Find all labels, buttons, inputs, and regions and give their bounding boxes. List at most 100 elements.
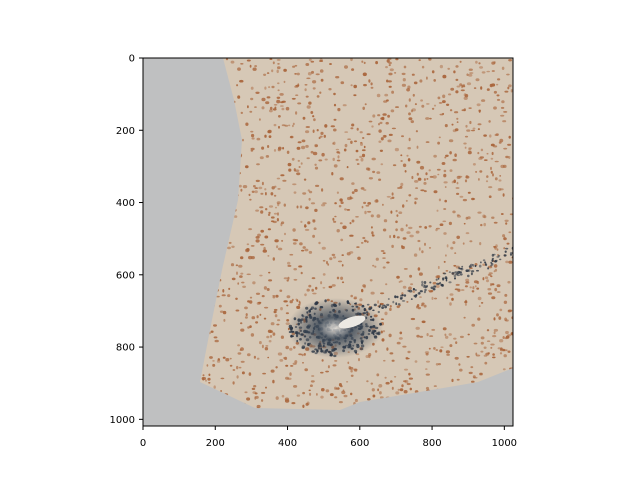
nucleus — [333, 103, 337, 107]
nucleus — [484, 276, 489, 280]
nucleus — [277, 148, 281, 152]
nucleus — [213, 385, 216, 389]
nucleus — [310, 60, 315, 63]
nucleus — [255, 236, 260, 239]
nucleus — [289, 300, 293, 304]
nucleus — [463, 96, 468, 101]
x-tick-label: 800 — [423, 438, 442, 449]
nucleus — [410, 283, 414, 286]
nucleus — [393, 234, 396, 239]
nucleus — [253, 355, 256, 359]
nucleus — [270, 322, 275, 326]
nucleus — [388, 72, 393, 76]
nucleus — [401, 83, 406, 87]
nucleus — [421, 104, 425, 108]
nucleus — [304, 84, 308, 86]
nucleus — [465, 175, 470, 179]
nucleus — [451, 378, 454, 383]
nucleus — [274, 239, 279, 243]
nucleus — [244, 306, 248, 310]
nucleus — [439, 223, 444, 226]
nucleus — [280, 335, 284, 339]
nucleus — [269, 106, 273, 110]
nucleus — [240, 322, 243, 325]
nucleus — [216, 295, 220, 298]
nucleus — [318, 159, 323, 162]
nucleus — [479, 170, 483, 173]
nucleus — [271, 69, 274, 73]
nucleus — [378, 384, 383, 388]
nucleus — [275, 396, 279, 400]
nucleus — [401, 384, 404, 388]
nucleus — [381, 338, 385, 342]
nucleus — [492, 356, 496, 359]
nucleus — [283, 203, 286, 207]
nucleus — [425, 117, 430, 120]
nucleus — [498, 141, 502, 144]
nucleus — [267, 255, 270, 257]
nucleus — [222, 356, 226, 359]
nucleus — [240, 188, 243, 192]
nucleus — [414, 360, 418, 363]
nucleus — [509, 252, 513, 255]
nucleus — [242, 138, 244, 142]
nucleus — [332, 142, 335, 145]
nucleus — [336, 159, 341, 162]
nucleus — [225, 358, 230, 362]
nucleus — [493, 221, 498, 224]
nucleus — [496, 284, 501, 288]
nucleus — [340, 81, 345, 85]
nucleus — [513, 402, 515, 404]
nucleus — [311, 288, 315, 292]
nucleus — [346, 252, 351, 256]
nucleus — [284, 356, 288, 360]
nucleus — [312, 151, 318, 156]
nucleus — [395, 209, 398, 213]
nucleus — [471, 323, 476, 327]
y-tick-label: 0 — [129, 54, 135, 65]
nucleus — [388, 85, 392, 88]
nucleus — [487, 292, 493, 295]
nucleus — [491, 259, 494, 262]
nucleus — [273, 310, 277, 314]
nucleus — [264, 306, 269, 309]
nucleus — [505, 222, 508, 225]
nucleus — [444, 156, 447, 159]
nucleus — [466, 355, 470, 358]
nucleus — [235, 309, 240, 312]
nucleus — [432, 281, 437, 285]
nucleus — [353, 84, 358, 89]
nucleus — [390, 210, 393, 214]
nucleus — [432, 175, 437, 179]
nucleus — [367, 210, 372, 213]
nucleus — [445, 278, 448, 282]
nucleus — [291, 157, 295, 161]
nucleus — [333, 92, 336, 96]
nucleus — [404, 379, 409, 384]
nucleus — [279, 289, 283, 292]
nucleus — [383, 219, 388, 223]
nucleus — [339, 222, 343, 225]
nucleus — [376, 214, 381, 218]
nucleus — [290, 135, 294, 139]
nucleus — [309, 190, 313, 194]
nucleus — [276, 218, 279, 222]
nucleus — [263, 286, 267, 290]
nucleus — [268, 86, 271, 89]
nucleus — [409, 274, 413, 278]
nucleus — [466, 73, 469, 76]
nucleus — [392, 300, 395, 304]
nucleus — [247, 353, 251, 357]
nucleus — [387, 139, 392, 143]
nucleus — [353, 296, 358, 300]
nucleus — [270, 192, 274, 196]
nucleus — [331, 253, 336, 257]
nucleus — [353, 140, 358, 143]
nucleus — [268, 205, 274, 208]
nucleus — [449, 109, 453, 112]
nucleus — [225, 58, 229, 61]
nucleus — [459, 195, 464, 198]
nucleus — [324, 124, 328, 128]
nucleus — [406, 382, 411, 386]
nucleus — [340, 201, 344, 204]
